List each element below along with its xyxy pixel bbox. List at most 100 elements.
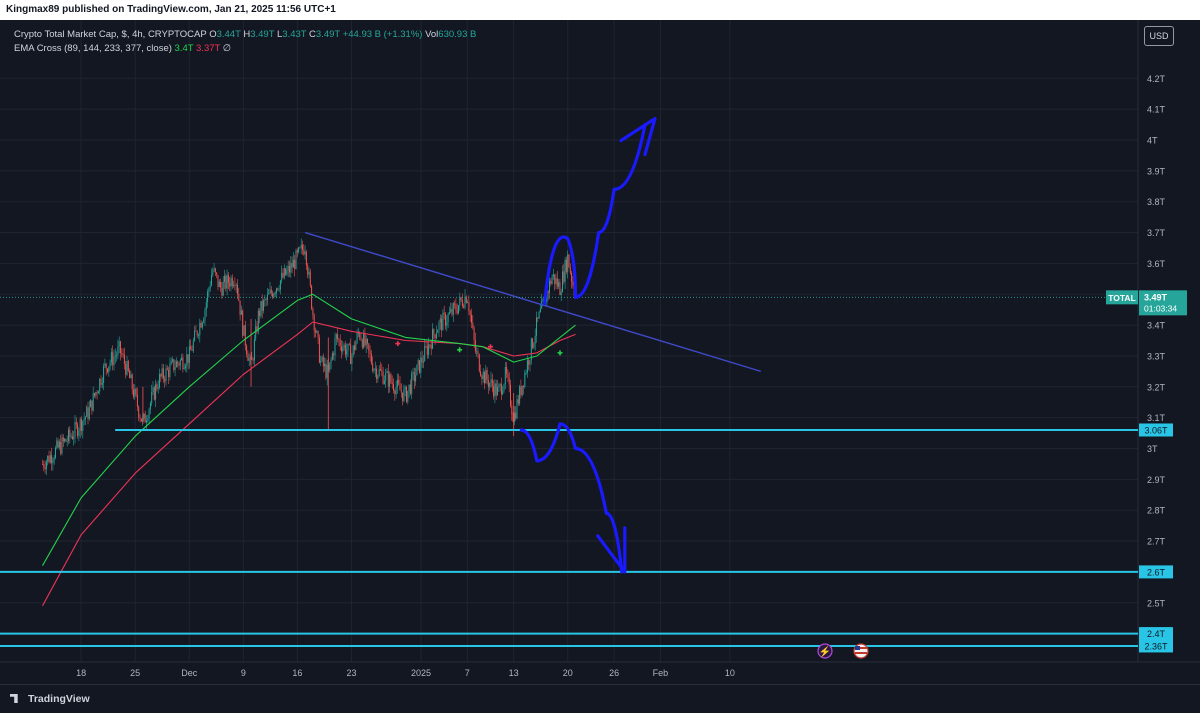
candle (82, 421, 84, 431)
level-label-bg (1139, 423, 1173, 437)
candle (198, 335, 199, 337)
candle (77, 424, 79, 437)
candle (225, 275, 227, 289)
candle (168, 369, 170, 378)
candle (256, 326, 258, 332)
candle (199, 322, 201, 336)
candle (532, 338, 534, 348)
candle (299, 247, 301, 249)
currency-button[interactable]: USD (1144, 26, 1174, 46)
candle (387, 371, 389, 387)
candle (334, 338, 336, 356)
candle (355, 342, 357, 351)
y-tick-label: 3T (1147, 444, 1158, 454)
level-label-bg (1139, 565, 1173, 579)
candle (473, 327, 475, 341)
candle (382, 371, 384, 384)
candle (311, 285, 313, 309)
cross-marker (457, 347, 463, 353)
candle (56, 440, 58, 448)
candle (165, 368, 167, 382)
candle (185, 365, 186, 369)
candle (285, 268, 287, 275)
candle (322, 356, 324, 367)
x-tick-label: 16 (292, 668, 302, 678)
candle (162, 368, 164, 379)
candle (101, 382, 103, 385)
candle (439, 318, 441, 323)
x-tick-label: 18 (76, 668, 86, 678)
candle (517, 399, 519, 404)
candle (140, 418, 142, 422)
price-chart[interactable]: 2.5T2.6T2.7T2.8T2.9T3T3.1T3.2T3.3T3.4T3.… (0, 20, 1200, 684)
candle (278, 289, 280, 291)
candle (438, 322, 440, 331)
cross-marker (487, 344, 493, 350)
legend-indicator[interactable]: EMA Cross (89, 144, 233, 377, close) (14, 43, 172, 54)
candle (316, 331, 318, 333)
candle (62, 437, 64, 442)
candle (235, 284, 237, 286)
current-price-bg (1139, 290, 1187, 316)
y-tick-label: 3.1T (1147, 413, 1166, 423)
candle (65, 439, 67, 442)
candle (347, 343, 349, 351)
candle (191, 350, 193, 351)
candle (329, 362, 331, 371)
candle (424, 346, 426, 362)
candle (246, 345, 248, 355)
candle (420, 357, 422, 373)
candle (183, 368, 185, 370)
drawing-down-path (519, 422, 624, 574)
candle (454, 303, 456, 305)
candle (52, 460, 54, 464)
drawing-down-arrowhead (596, 526, 627, 574)
candle (348, 343, 350, 345)
y-tick-label: 2.7T (1147, 537, 1166, 547)
level-label-bg (1139, 627, 1173, 641)
x-tick-label: Feb (653, 668, 669, 678)
candle (386, 371, 388, 373)
candle (66, 440, 68, 442)
legend-symbol[interactable]: Crypto Total Market Cap, $, 4h, CRYPTOCA… (14, 29, 207, 40)
legend-change: +44.93 B (+1.31%) (342, 29, 423, 40)
candle (229, 283, 231, 287)
candle (398, 379, 400, 384)
cross-marker (557, 350, 563, 356)
candle (411, 373, 413, 394)
candle (74, 422, 76, 437)
event-bolt-icon (817, 643, 833, 659)
candle (538, 312, 540, 319)
candle (447, 314, 449, 323)
candle (282, 272, 284, 278)
candle (175, 361, 177, 368)
candle (482, 371, 484, 379)
candle (495, 383, 497, 396)
chart-legend: Crypto Total Market Cap, $, 4h, CRYPTOCA… (14, 28, 476, 56)
legend-low-label: L (276, 29, 283, 40)
candle (555, 278, 557, 285)
candle (476, 351, 478, 353)
legend-close-label: C (309, 29, 316, 40)
x-tick-label: 10 (725, 668, 735, 678)
candle (211, 275, 212, 286)
candle (521, 385, 523, 396)
candle (422, 361, 424, 363)
y-tick-label: 3.6T (1147, 259, 1166, 269)
candle (498, 385, 500, 387)
candle (69, 429, 71, 437)
candle (276, 288, 277, 294)
legend-vol-label: Vol (425, 29, 439, 40)
candle (343, 344, 345, 348)
candle (96, 392, 98, 394)
candle (123, 354, 125, 364)
candle (118, 341, 120, 347)
flag-stripe (855, 647, 867, 649)
y-tick-label: 4.2T (1147, 74, 1166, 84)
candle (70, 436, 72, 438)
candle (216, 272, 218, 276)
candle (489, 383, 491, 387)
candle (317, 331, 319, 338)
candle (385, 372, 387, 381)
candle (373, 369, 375, 372)
